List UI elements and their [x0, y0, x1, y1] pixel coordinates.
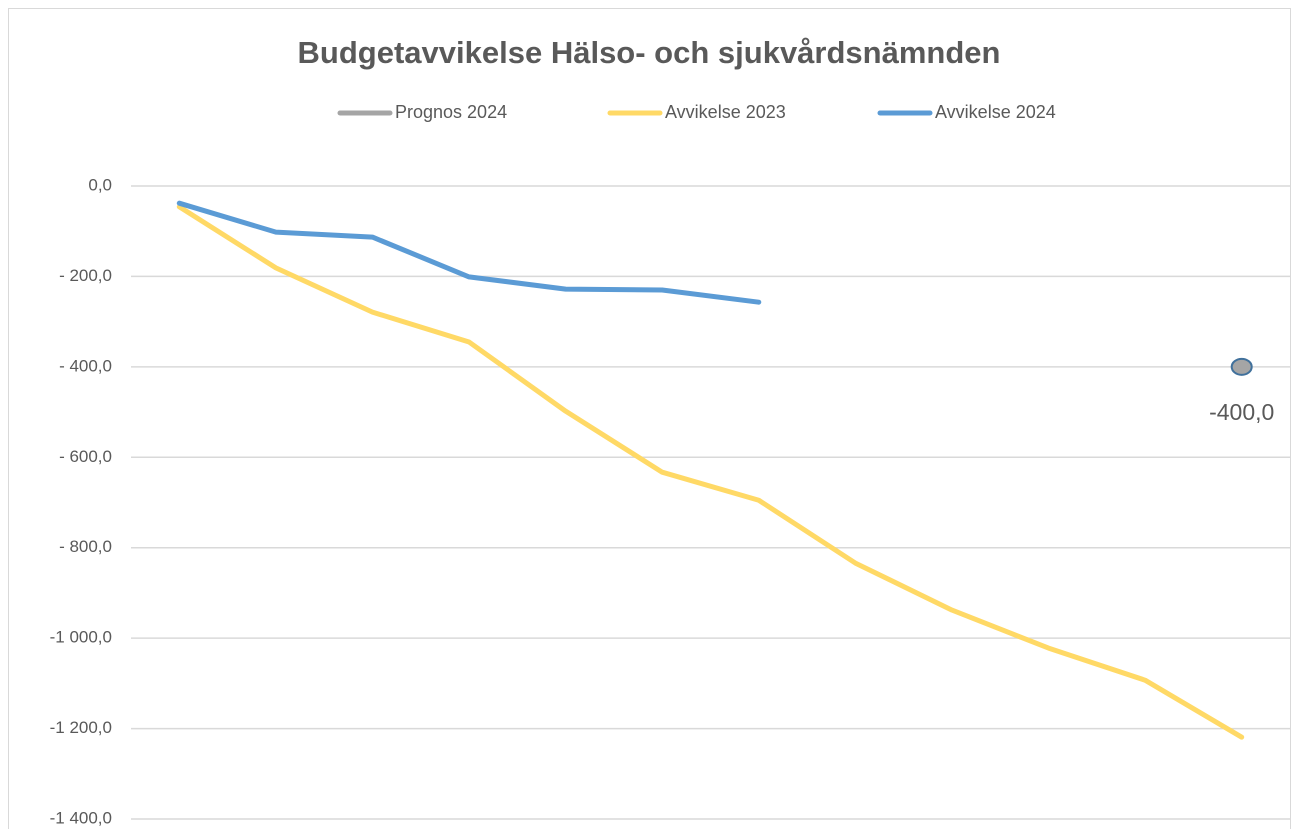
y-tick-label: -1 200,0: [50, 718, 112, 737]
legend-label: Avvikelse 2024: [935, 102, 1056, 122]
y-tick-label: - 400,0: [59, 356, 112, 375]
y-tick-label: - 800,0: [59, 537, 112, 556]
legend-label: Prognos 2024: [395, 102, 507, 122]
chart-border: [8, 8, 1291, 829]
data-label: -400,0: [1209, 399, 1274, 425]
y-tick-label: -1 000,0: [50, 628, 112, 647]
y-tick-label: - 600,0: [59, 447, 112, 466]
chart-title: Budgetavvikelse Hälso- och sjukvårdsnämn…: [298, 35, 1001, 70]
y-tick-label: 0,0: [88, 175, 112, 194]
y-tick-label: - 200,0: [59, 266, 112, 285]
point-marker: [1230, 357, 1253, 376]
y-tick-label: -1 400,0: [50, 808, 112, 827]
legend-label: Avvikelse 2023: [665, 102, 786, 122]
series-line: [176, 204, 1245, 740]
series-line: [176, 200, 762, 305]
